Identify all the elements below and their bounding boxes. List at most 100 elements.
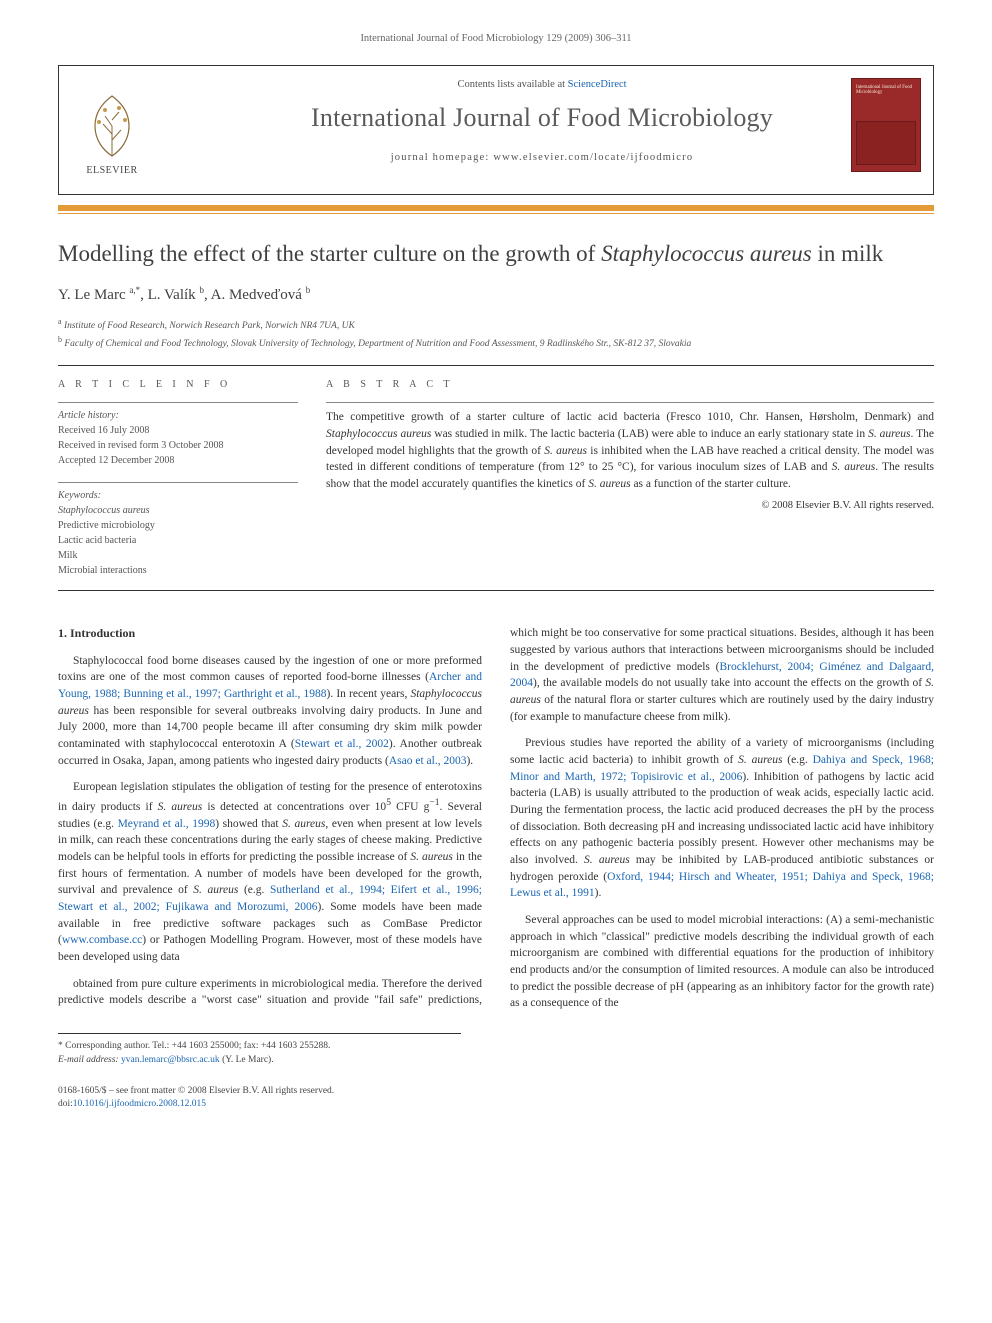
body-p5: Several approaches can be used to model … bbox=[510, 912, 934, 1012]
author-3-affil: b bbox=[306, 285, 311, 295]
footer-left: 0168-1605/$ – see front matter © 2008 El… bbox=[58, 1085, 334, 1112]
p4-sp1: S. aureus bbox=[738, 754, 782, 766]
p2-sp2: S. aureus bbox=[282, 818, 325, 830]
abs-a: The competitive growth of a starter cult… bbox=[326, 411, 934, 423]
journal-cover-title: International Journal of Food Microbiolo… bbox=[856, 85, 916, 97]
keywords-label: Keywords: bbox=[58, 489, 298, 503]
keyword-0: Staphylococcus aureus bbox=[58, 503, 298, 518]
article-title: Modelling the effect of the starter cult… bbox=[58, 240, 934, 269]
orange-rule-thick bbox=[58, 205, 934, 211]
abs-sp5: S. aureus bbox=[588, 478, 630, 490]
meta-rule-1 bbox=[58, 402, 298, 403]
elsevier-logo: ELSEVIER bbox=[71, 78, 153, 178]
p4-e: ). bbox=[595, 887, 602, 899]
abs-b: was studied in milk. The lactic bacteria… bbox=[431, 428, 868, 440]
journal-name: International Journal of Food Microbiolo… bbox=[169, 100, 915, 136]
sciencedirect-link[interactable]: ScienceDirect bbox=[568, 79, 627, 90]
history-revised: Received in revised form 3 October 2008 bbox=[58, 438, 298, 453]
body-p4: Previous studies have reported the abili… bbox=[510, 735, 934, 902]
homepage-label: journal homepage: bbox=[391, 152, 494, 163]
contents-available-line: Contents lists available at ScienceDirec… bbox=[169, 78, 915, 93]
body-p2: European legislation stipulates the obli… bbox=[58, 779, 482, 965]
body-p1: Staphylococcal food borne diseases cause… bbox=[58, 653, 482, 770]
article-history: Article history: Received 16 July 2008 R… bbox=[58, 409, 298, 468]
journal-cover-art bbox=[856, 121, 916, 165]
title-species: Staphylococcus aureus bbox=[601, 241, 812, 266]
contents-prefix: Contents lists available at bbox=[457, 79, 567, 90]
ref-link-meyrand[interactable]: Meyrand et al., 1998 bbox=[118, 818, 216, 830]
section-1-heading: 1. Introduction bbox=[58, 625, 482, 642]
article-info-heading: A R T I C L E I N F O bbox=[58, 378, 298, 392]
abstract-text: The competitive growth of a starter cult… bbox=[326, 409, 934, 492]
footer-doi-label: doi: bbox=[58, 1099, 73, 1109]
article-info-column: A R T I C L E I N F O Article history: R… bbox=[58, 378, 298, 578]
author-1-corr: * bbox=[136, 285, 141, 295]
p4-c: ). Inhibition of pathogens by lactic aci… bbox=[510, 771, 934, 866]
abs-sp1: Staphylococcus aureus bbox=[326, 428, 431, 440]
abstract-rule bbox=[326, 402, 934, 403]
orange-rule-thin bbox=[58, 213, 934, 214]
elsevier-tree-icon bbox=[81, 90, 143, 162]
corresponding-author-footnote: * Corresponding author. Tel.: +44 1603 2… bbox=[58, 1033, 461, 1067]
meta-abstract-row: A R T I C L E I N F O Article history: R… bbox=[58, 365, 934, 591]
keyword-4: Microbial interactions bbox=[58, 563, 298, 578]
footnote-email-label: E-mail address: bbox=[58, 1055, 119, 1065]
p4-b: (e.g. bbox=[783, 754, 813, 766]
footnote-email-link[interactable]: yvan.lemarc@bbsrc.ac.uk bbox=[121, 1055, 220, 1065]
p2-b: is detected at concentrations over 10 bbox=[202, 801, 386, 813]
link-combase[interactable]: www.combase.cc bbox=[62, 934, 142, 946]
abs-sp4: S. aureus bbox=[832, 461, 876, 473]
footnote-corr: * Corresponding author. Tel.: +44 1603 2… bbox=[58, 1040, 461, 1053]
p5-a: Several approaches can be used to model … bbox=[510, 914, 934, 1009]
footer-front-matter: 0168-1605/$ – see front matter © 2008 El… bbox=[58, 1085, 334, 1098]
affiliation-b-text: Faculty of Chemical and Food Technology,… bbox=[64, 339, 691, 349]
abs-sp2: S. aureus bbox=[868, 428, 910, 440]
p1-b: ). In recent years, bbox=[327, 688, 411, 700]
affiliation-a-text: Institute of Food Research, Norwich Rese… bbox=[64, 322, 355, 332]
author-3: A. Medveďová bbox=[211, 287, 302, 303]
authors-line: Y. Le Marc a,*, L. Valík b, A. Medveďová… bbox=[58, 284, 934, 306]
ref-link-asao[interactable]: Asao et al., 2003 bbox=[389, 755, 467, 767]
running-header: International Journal of Food Microbiolo… bbox=[58, 32, 934, 47]
keyword-3: Milk bbox=[58, 548, 298, 563]
author-1: Y. Le Marc bbox=[58, 287, 126, 303]
p2-sp4: S. aureus bbox=[193, 884, 238, 896]
affiliation-b: b Faculty of Chemical and Food Technolog… bbox=[58, 334, 934, 351]
journal-header-box: ELSEVIER International Journal of Food M… bbox=[58, 65, 934, 195]
homepage-url: www.elsevier.com/locate/ijfoodmicro bbox=[493, 152, 693, 163]
p1-e: ). bbox=[466, 755, 473, 767]
history-accepted: Accepted 12 December 2008 bbox=[58, 453, 298, 468]
p2-sp1: S. aureus bbox=[158, 801, 203, 813]
keyword-1: Predictive microbiology bbox=[58, 518, 298, 533]
body-two-column: 1. Introduction Staphylococcal food born… bbox=[58, 625, 934, 1015]
footnote-email-who: (Y. Le Marc). bbox=[222, 1055, 274, 1065]
affiliations: a Institute of Food Research, Norwich Re… bbox=[58, 316, 934, 351]
footer-doi-line: doi:10.1016/j.ijfoodmicro.2008.12.015 bbox=[58, 1098, 334, 1111]
title-pre: Modelling the effect of the starter cult… bbox=[58, 241, 601, 266]
elsevier-logo-text: ELSEVIER bbox=[86, 164, 137, 178]
abstract-heading: A B S T R A C T bbox=[326, 378, 934, 392]
abstract-copyright: © 2008 Elsevier B.V. All rights reserved… bbox=[326, 499, 934, 514]
p2-e: ) showed that bbox=[215, 818, 282, 830]
p2-h: (e.g. bbox=[238, 884, 270, 896]
author-2: L. Valík bbox=[148, 287, 196, 303]
p2-c: CFU g bbox=[391, 801, 429, 813]
keywords-block: Keywords: Staphylococcus aureus Predicti… bbox=[58, 489, 298, 578]
p2-sup2: −1 bbox=[429, 797, 439, 808]
p4-sp2: S. aureus bbox=[584, 854, 630, 866]
p3-b: ), the available models do not usually t… bbox=[533, 677, 925, 689]
abs-f: as a function of the starter culture. bbox=[631, 478, 791, 490]
page-footer: 0168-1605/$ – see front matter © 2008 El… bbox=[58, 1085, 934, 1112]
footnote-email-line: E-mail address: yvan.lemarc@bbsrc.ac.uk … bbox=[58, 1054, 461, 1067]
journal-cover-thumbnail: International Journal of Food Microbiolo… bbox=[851, 78, 921, 172]
journal-homepage-line: journal homepage: www.elsevier.com/locat… bbox=[169, 151, 915, 166]
meta-rule-2 bbox=[58, 482, 298, 483]
abs-sp3: S. aureus bbox=[544, 445, 587, 457]
p2-sp3: S. aureus bbox=[410, 851, 453, 863]
keyword-2: Lactic acid bacteria bbox=[58, 533, 298, 548]
affiliation-a: a Institute of Food Research, Norwich Re… bbox=[58, 316, 934, 333]
footer-doi-link[interactable]: 10.1016/j.ijfoodmicro.2008.12.015 bbox=[73, 1099, 206, 1109]
ref-link-stewart[interactable]: Stewart et al., 2002 bbox=[295, 738, 389, 750]
p1-a: Staphylococcal food borne diseases cause… bbox=[58, 655, 482, 684]
author-2-affil: b bbox=[199, 285, 204, 295]
